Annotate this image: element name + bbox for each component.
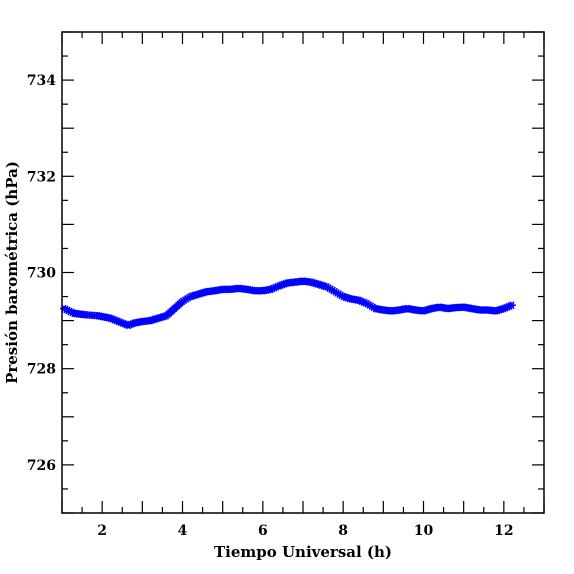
x-tick-label: 8 (338, 523, 348, 539)
x-axis-label: Tiempo Universal (h) (214, 543, 392, 561)
x-tick-label: 10 (414, 523, 434, 539)
x-tick-label: 12 (494, 523, 513, 539)
x-tick-label: 4 (178, 523, 188, 539)
y-tick-label: 726 (27, 458, 56, 474)
axis-ticks (61, 31, 545, 514)
x-tick-label: 2 (97, 523, 107, 539)
y-tick-label: 734 (27, 73, 56, 89)
tick-labels: 2 4 6 8 10 12 726 728 730 732 734 (27, 73, 514, 539)
data-points (60, 277, 516, 330)
x-tick-label: 6 (258, 523, 268, 539)
data-point (507, 301, 516, 310)
y-tick-label: 732 (27, 169, 56, 185)
y-tick-label: 730 (27, 266, 56, 282)
plot-frame (61, 31, 545, 514)
y-tick-label: 728 (27, 362, 56, 378)
y-axis-label: Presión barométrica (hPa) (3, 161, 21, 384)
